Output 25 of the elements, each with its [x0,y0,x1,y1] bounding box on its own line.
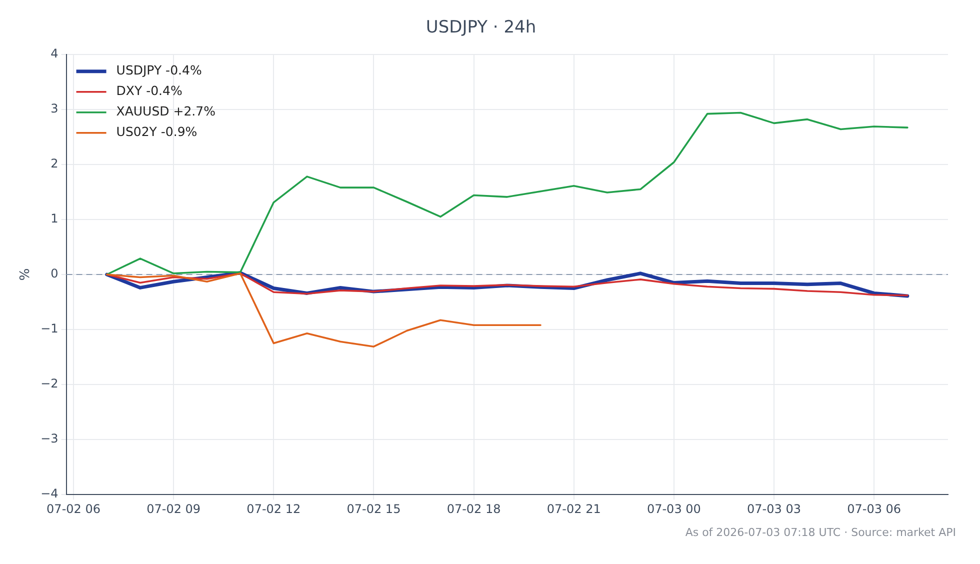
legend-label: XAUUSD +2.7% [116,104,216,119]
x-tick-label: 07-02 15 [346,502,401,516]
x-tick-label: 07-02 18 [446,502,501,516]
y-tick-label: 2 [50,156,58,171]
x-tick-label: 07-03 06 [847,502,902,516]
legend-label: DXY -0.4% [116,83,182,98]
x-tick-label: 07-02 06 [46,502,100,516]
y-tick-label: −2 [40,376,58,391]
chart-title: USDJPY · 24h [426,18,536,38]
y-tick-label: 0 [50,266,58,281]
x-tick-label: 07-03 00 [646,502,701,516]
y-tick-label: 1 [50,212,58,226]
y-tick-label: −4 [40,486,58,501]
y-axis-title: % [18,268,34,281]
x-tick-label: 07-02 09 [146,502,201,516]
y-tick-label: 4 [50,46,58,61]
legend-label: US02Y -0.9% [116,124,198,140]
x-tick-label: 07-02 12 [246,502,301,516]
legend-label: USDJPY -0.4% [116,62,202,78]
y-tick-label: −3 [40,432,58,446]
x-tick-label: 07-03 03 [747,502,801,516]
text: As of 2026-07-03 07:18 UTC · Source: market API [685,526,956,539]
y-tick-label: 3 [50,102,58,116]
y-tick-label: −1 [40,322,58,336]
x-tick-label: 07-02 21 [546,502,601,516]
